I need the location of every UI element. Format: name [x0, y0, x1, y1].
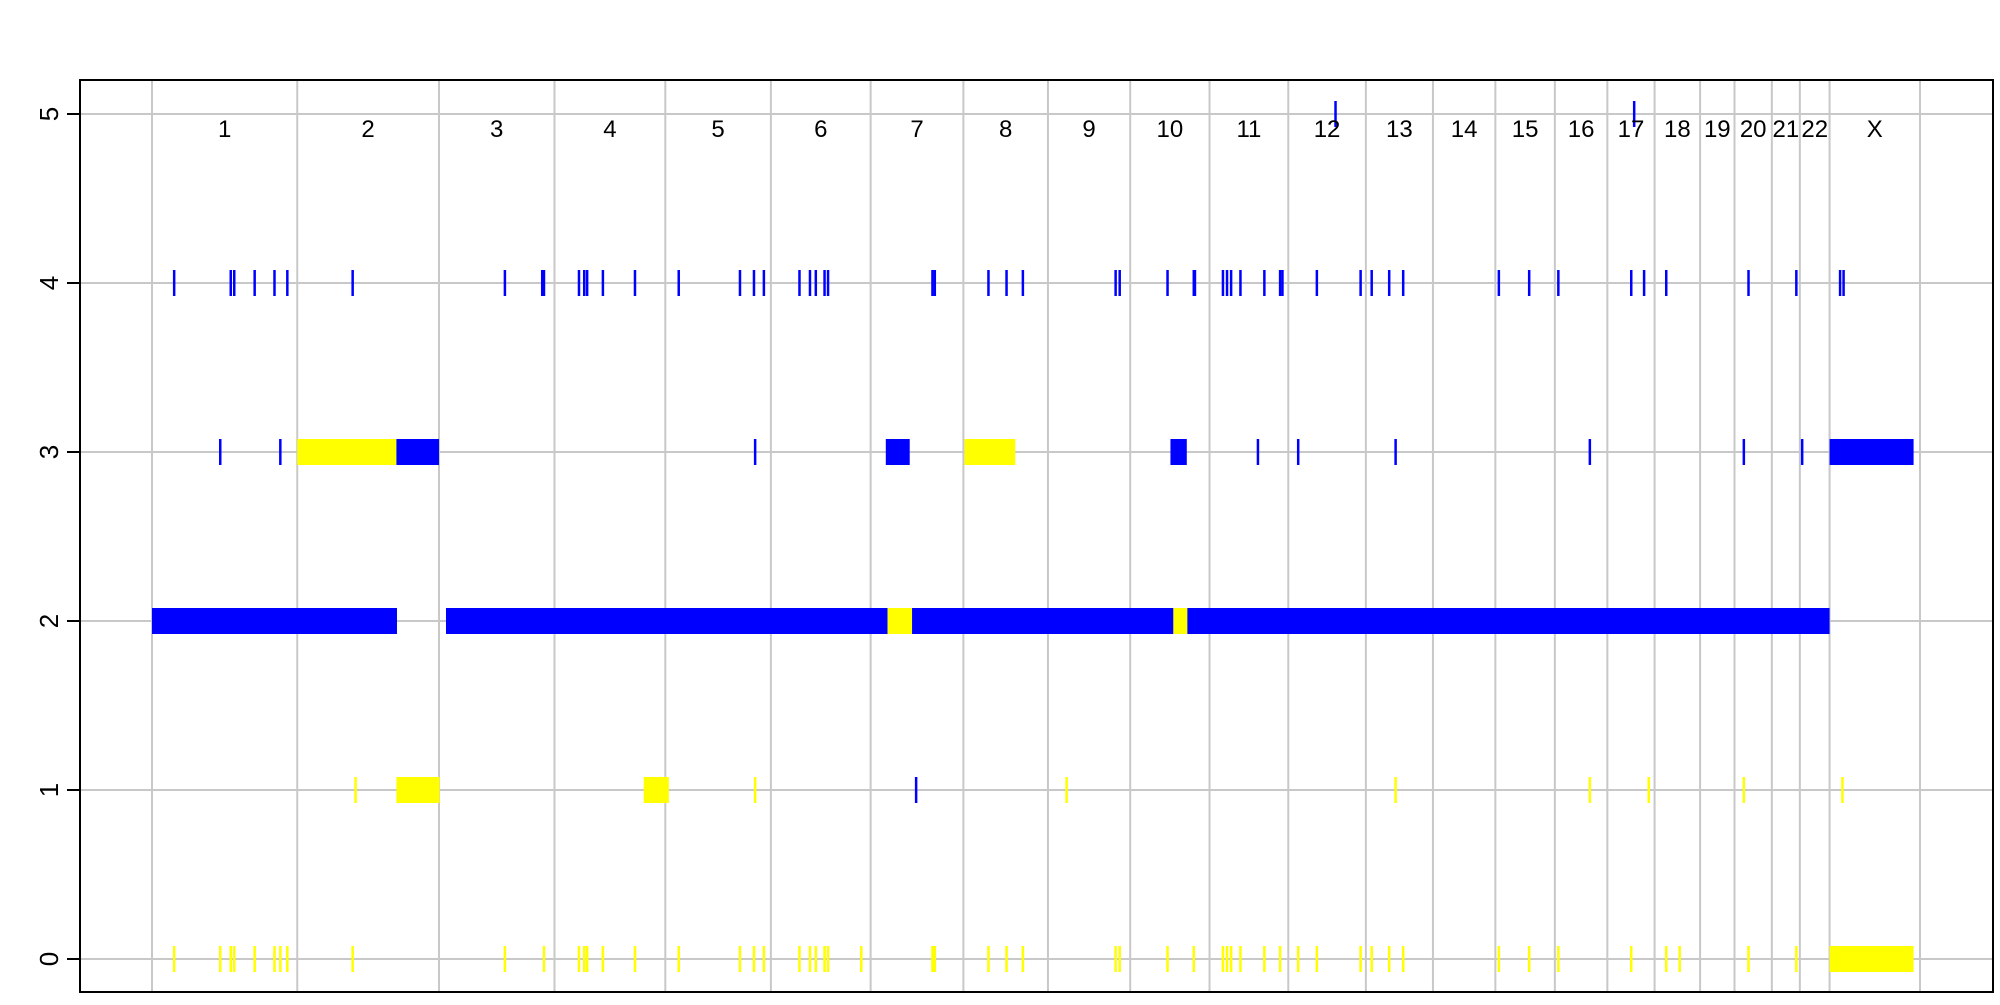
- chromosome-label: 12: [1314, 116, 1341, 143]
- chromosome-label: 4: [603, 116, 616, 143]
- chromosome-label: X: [1867, 116, 1883, 143]
- chromosome-label: 16: [1568, 116, 1595, 143]
- chromosome-label: 19: [1704, 116, 1731, 143]
- copy-number-segment: [396, 439, 439, 465]
- chromosome-label: 11: [1236, 116, 1261, 143]
- segment-layer: [152, 439, 1914, 972]
- copy-number-segment: [1173, 608, 1188, 634]
- chromosome-label: 18: [1664, 116, 1691, 143]
- chromosome-label: 13: [1386, 116, 1413, 143]
- plot-frame: [79, 79, 1994, 993]
- chromosome-label: 3: [490, 116, 503, 143]
- copy-number-segment: [885, 439, 910, 465]
- copy-number-segment: [1170, 439, 1187, 465]
- copy-number-segment: [445, 608, 888, 634]
- copy-number-segment: [887, 608, 913, 634]
- copy-number-segment: [152, 608, 397, 634]
- tick-layer: [172, 101, 1847, 972]
- chromosome-label: 2: [361, 116, 374, 143]
- chromosome-label: 5: [711, 116, 724, 143]
- copy-number-segment: [1829, 439, 1914, 465]
- chromosome-label: 14: [1451, 116, 1478, 143]
- copy-number-segment: [297, 439, 397, 465]
- chromosome-label: 21: [1772, 116, 1799, 143]
- chromosome-label: 22: [1801, 116, 1828, 143]
- chromosome-label: 1: [218, 116, 231, 143]
- y-tick-label: 5: [34, 107, 64, 121]
- y-tick-label: 0: [34, 952, 64, 966]
- copy-number-segment: [964, 439, 1016, 465]
- grid-layer: [80, 80, 1993, 992]
- copy-number-segment: [1829, 946, 1914, 972]
- chromosome-label: 20: [1740, 116, 1767, 143]
- y-tick-label: 4: [34, 276, 64, 290]
- y-tick-label: 2: [34, 614, 64, 628]
- chromosome-label: 10: [1157, 116, 1184, 143]
- y-tick-label: 3: [34, 445, 64, 459]
- copy-number-segment: [396, 777, 440, 803]
- chromosome-label: 6: [814, 116, 827, 143]
- copy-number-segment: [643, 777, 669, 803]
- chromosome-label: 7: [910, 116, 923, 143]
- chromosome-label: 17: [1618, 116, 1645, 143]
- y-tick-label: 1: [34, 783, 64, 797]
- copy-number-segment: [912, 608, 1174, 634]
- copy-number-segment: [1187, 608, 1830, 634]
- chromosome-label: 15: [1512, 116, 1539, 143]
- chromosome-label: 9: [1082, 116, 1095, 143]
- chromosome-label: 8: [999, 116, 1012, 143]
